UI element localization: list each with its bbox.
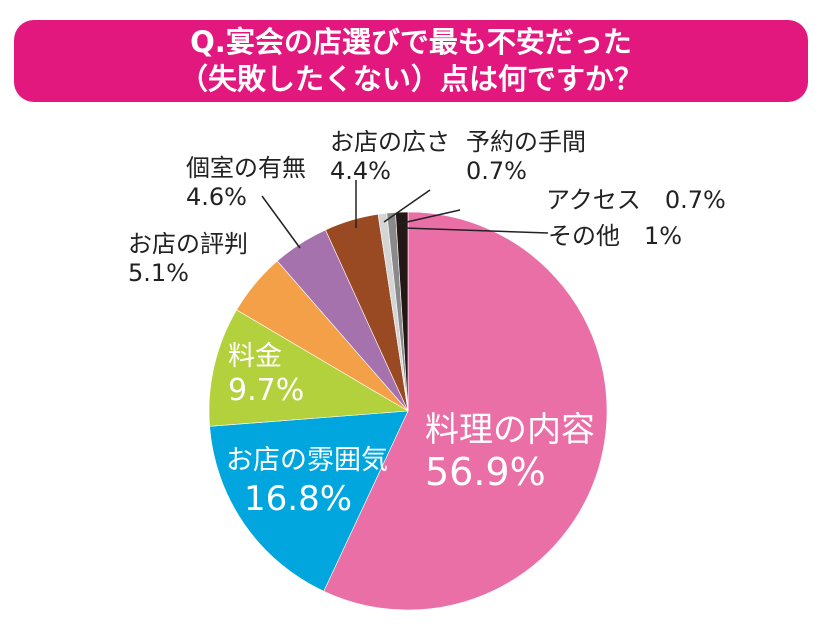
label-access: アクセス 0.7% — [546, 186, 726, 214]
label-ryokin: 料金 9.7% — [228, 341, 305, 408]
chart-title: Q.宴会の店選びで最も不安だった （失敗したくない）点は何ですか？ — [14, 20, 808, 102]
label-yoyaku: 予約の手間 0.7% — [466, 128, 586, 185]
label-ryori: 料理の内容 56.9% — [425, 410, 595, 494]
label-koshitsu: 個室の有無 4.6% — [186, 154, 306, 211]
leader-line-other — [403, 227, 549, 234]
pie-slice-1 — [209, 410, 409, 592]
pie-slice-0 — [323, 211, 608, 611]
leader-line-yoyaku — [383, 189, 431, 223]
pie-slice-8 — [395, 211, 409, 412]
label-funiki: お店の雰囲気 16.8% — [226, 445, 388, 519]
pie-slice-2 — [208, 309, 409, 427]
title-line-1: Q.宴会の店選びで最も不安だった — [190, 25, 632, 59]
label-hyoban: お店の評判 5.1% — [128, 230, 248, 287]
title-line-2: （失敗したくない）点は何ですか？ — [178, 62, 643, 96]
leader-lines — [261, 180, 549, 249]
leader-line-access — [397, 209, 461, 225]
leader-line-kojitsu — [261, 195, 301, 249]
label-hirosa: お店の広さ 4.4% — [330, 128, 450, 185]
label-other: その他 1% — [548, 222, 683, 250]
